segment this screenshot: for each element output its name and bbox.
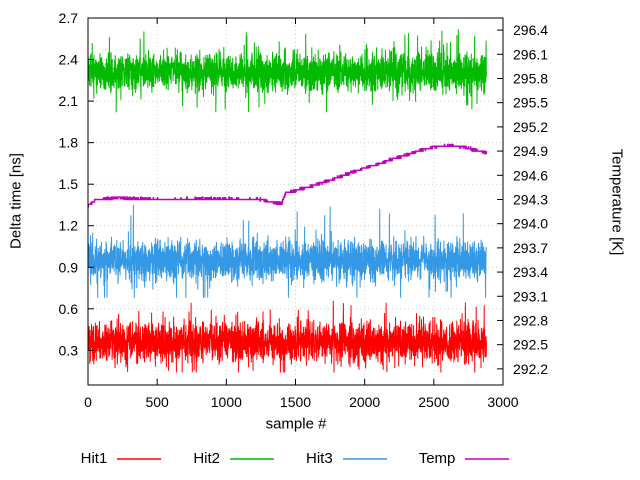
y-left-tick-label: 1.2 [59, 218, 79, 234]
y-right-tick-label: 293.7 [513, 240, 548, 256]
legend-item-hit2: Hit2 [193, 450, 276, 467]
y-left-tick-label: 0.3 [59, 342, 79, 358]
legend-item-hit1: Hit1 [81, 450, 164, 467]
y-right-tick-label: 296.1 [513, 46, 548, 62]
y-right-tick-label: 293.1 [513, 288, 548, 304]
y-right-tick-label: 292.5 [513, 337, 548, 353]
y-left-tick-label: 2.4 [59, 52, 79, 68]
y-right-tick-label: 295.5 [513, 95, 548, 111]
y-right-tick-label: 295.8 [513, 70, 548, 86]
legend-label: Hit2 [193, 450, 220, 467]
legend-swatch-hit1 [117, 457, 162, 460]
legend-swatch-hit3 [342, 457, 387, 460]
y-right-tick-label: 294.6 [513, 167, 548, 183]
x-axis-label: sample # [265, 415, 327, 433]
x-tick-label: 3000 [487, 394, 518, 410]
x-tick-label: 2500 [418, 394, 449, 410]
y-right-tick-label: 295.2 [513, 119, 548, 135]
x-tick-label: 500 [145, 394, 169, 410]
y-axis-label-right: Temperature [K] [608, 148, 626, 256]
series-hit2-line [87, 29, 487, 113]
y-right-tick-label: 292.8 [513, 312, 548, 328]
y-right-tick-label: 296.4 [513, 22, 548, 38]
y-left-tick-label: 0.6 [59, 301, 79, 317]
x-tick-label: 2000 [349, 394, 380, 410]
y-left-tick-label: 1.8 [59, 135, 79, 151]
y-right-tick-label: 294.3 [513, 191, 548, 207]
x-tick-label: 1000 [211, 394, 242, 410]
legend-label: Temp [418, 450, 456, 467]
x-tick-label: 1500 [280, 394, 311, 410]
series-hit1-line [87, 300, 487, 373]
x-tick-label: 0 [84, 394, 92, 410]
y-axis-label-left: Delta time [ns] [7, 153, 25, 249]
legend: Hit1 Hit2 Hit3 Temp [0, 450, 592, 467]
series-hit3-line [87, 204, 487, 298]
y-left-tick-label: 2.7 [59, 10, 79, 26]
legend-item-temp: Temp [419, 450, 512, 467]
y-left-tick-label: 1.5 [59, 176, 79, 192]
y-left-tick-label: 2.1 [59, 93, 79, 109]
legend-label: Hit3 [306, 450, 333, 467]
legend-swatch-temp [465, 457, 510, 460]
y-right-tick-label: 293.4 [513, 264, 548, 280]
y-right-tick-label: 292.2 [513, 361, 548, 377]
series-temp-line [87, 143, 488, 208]
legend-label: Hit1 [80, 450, 108, 467]
legend-swatch-hit2 [230, 457, 274, 460]
y-right-tick-label: 294.9 [513, 143, 548, 159]
y-right-tick-label: 294.0 [513, 216, 548, 232]
legend-item-hit3: Hit3 [306, 450, 389, 467]
y-left-tick-label: 0.9 [59, 259, 79, 275]
